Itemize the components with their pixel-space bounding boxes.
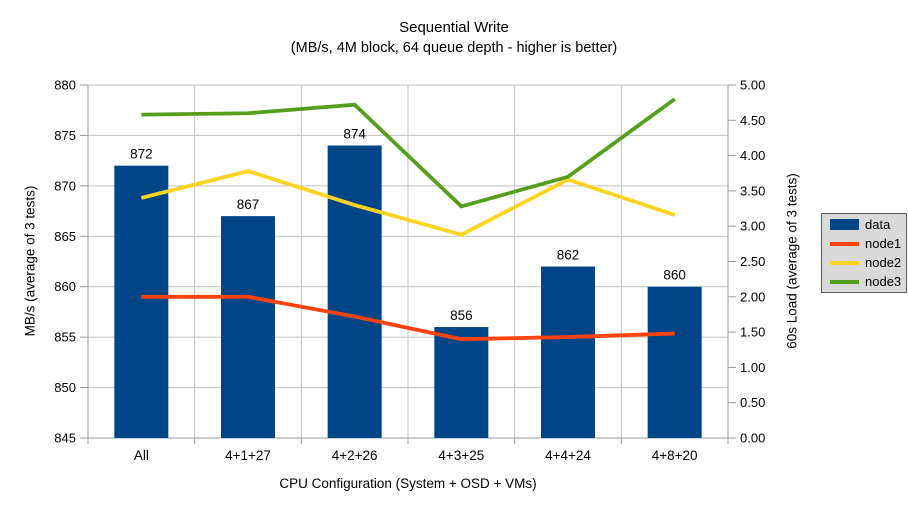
y-right-tick-label: 1.50 bbox=[740, 325, 765, 340]
y-left-tick-label: 875 bbox=[54, 128, 76, 143]
x-category-label: 4+3+25 bbox=[438, 448, 484, 463]
legend-item-node3: node3 bbox=[830, 275, 906, 289]
y-right-tick-label: 4.50 bbox=[740, 113, 765, 128]
y-left-tick-label: 860 bbox=[54, 279, 76, 294]
x-category-label: 4+1+27 bbox=[225, 448, 271, 463]
legend-item-data: data bbox=[830, 218, 906, 232]
right-axis-title: 60s Load (average of 3 tests) bbox=[784, 173, 800, 349]
x-category-label: All bbox=[134, 448, 149, 463]
bar-4+2+26 bbox=[327, 145, 382, 438]
y-left-tick-label: 850 bbox=[54, 380, 76, 395]
y-right-tick-label: 3.00 bbox=[740, 219, 765, 234]
bar-4+3+25 bbox=[434, 327, 489, 438]
legend-swatch-node3 bbox=[830, 279, 859, 284]
y-left-tick-label: 870 bbox=[54, 178, 76, 193]
x-axis-title: CPU Configuration (System + OSD + VMs) bbox=[279, 476, 537, 491]
legend-label: node2 bbox=[865, 255, 902, 270]
line-node1 bbox=[141, 294, 675, 342]
y-right-tick-label: 5.00 bbox=[740, 78, 765, 93]
line-node2 bbox=[140, 169, 676, 237]
legend-label: node3 bbox=[865, 274, 902, 289]
x-category-label: 4+4+24 bbox=[545, 448, 591, 463]
bar-value-label: 872 bbox=[130, 147, 153, 162]
legend-swatch-node1 bbox=[830, 241, 859, 246]
y-left-tick-label: 865 bbox=[54, 229, 76, 244]
bar-value-label: 874 bbox=[343, 127, 366, 142]
legend-label: data bbox=[865, 217, 891, 232]
line-node3 bbox=[141, 97, 676, 209]
legend-item-node2: node2 bbox=[830, 256, 906, 270]
y-right-tick-label: 4.00 bbox=[740, 148, 765, 163]
bar-4+4+24 bbox=[541, 266, 595, 438]
y-right-tick-label: 3.50 bbox=[740, 183, 765, 198]
bar-value-label: 860 bbox=[663, 268, 686, 283]
y-right-tick-label: 1.00 bbox=[740, 360, 765, 375]
legend-label: node1 bbox=[865, 236, 902, 251]
chart-title: Sequential Write bbox=[399, 19, 509, 36]
x-category-label: 4+8+20 bbox=[652, 448, 698, 463]
y-left-tick-label: 855 bbox=[54, 330, 76, 345]
legend-item-node1: node1 bbox=[830, 237, 906, 251]
legend: data node1 node2 node3 bbox=[821, 213, 907, 293]
y-right-tick-label: 0.00 bbox=[740, 431, 765, 446]
y-right-tick-label: 0.50 bbox=[740, 395, 765, 410]
y-right-tick-label: 2.50 bbox=[740, 254, 765, 269]
bar-All bbox=[114, 165, 169, 438]
bar-4+8+20 bbox=[647, 286, 702, 438]
legend-swatch-node2 bbox=[830, 260, 859, 265]
chart-subtitle: (MB/s, 4M block, 64 queue depth - higher… bbox=[290, 40, 618, 56]
bar-value-label: 862 bbox=[557, 248, 580, 263]
y-left-tick-label: 880 bbox=[54, 78, 76, 93]
y-left-tick-label: 845 bbox=[54, 431, 76, 446]
x-category-label: 4+2+26 bbox=[332, 448, 378, 463]
y-right-tick-label: 2.00 bbox=[740, 289, 765, 304]
left-axis-title: MB/s (average of 3 tests) bbox=[22, 185, 38, 337]
legend-swatch-data bbox=[830, 219, 859, 230]
bar-value-label: 856 bbox=[450, 308, 473, 323]
bar-4+1+27 bbox=[221, 216, 275, 438]
bar-value-label: 867 bbox=[237, 197, 260, 212]
